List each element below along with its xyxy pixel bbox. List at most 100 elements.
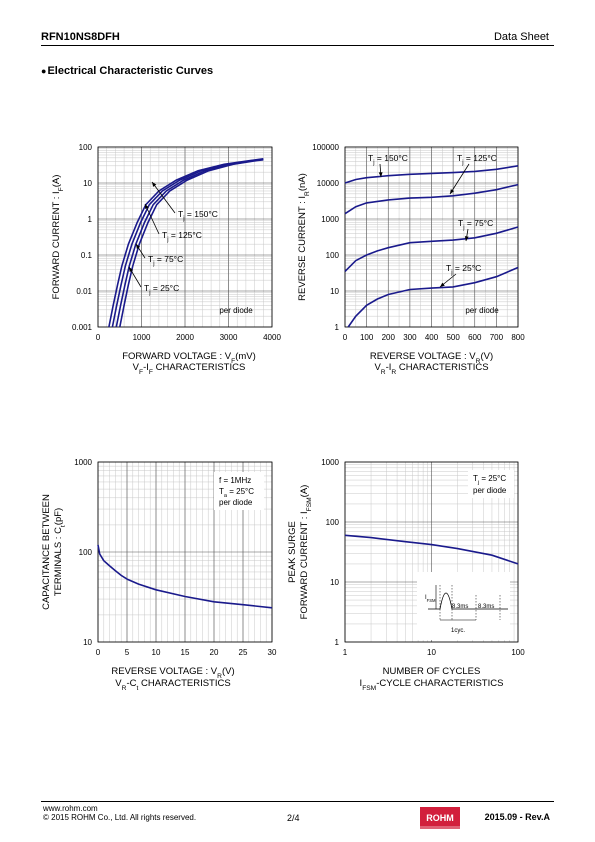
inset-cycle-label: 1cyc. <box>451 628 465 634</box>
y-tick-label: 100000 <box>312 143 339 152</box>
arrow-head <box>136 244 141 249</box>
waveform-inset: IFSM 8.3ms 8.3ms 1cyc. <box>417 572 510 640</box>
y-tick-label: 10 <box>83 179 92 188</box>
y-axis-label: FORWARD CURRENT : IF(A) <box>51 175 65 300</box>
series-label: Tj = 125°C <box>457 153 497 166</box>
series-label: Tj = 125°C <box>162 230 202 243</box>
y-tick-label: 1 <box>335 638 340 647</box>
per-diode-note: per diode <box>219 306 253 315</box>
y-tick-label: 10 <box>83 638 92 647</box>
x-tick-label: 0 <box>96 333 101 342</box>
annotation-per-diode: per diode <box>473 486 507 495</box>
page-number: 2/4 <box>287 813 300 823</box>
series-line-1 <box>344 165 519 184</box>
x-tick-label: 10 <box>152 648 161 657</box>
y-tick-label: 10 <box>330 287 339 296</box>
x-tick-label: 5 <box>125 648 130 657</box>
y-axis-label-line2: FORWARD CURRENT : IFSM(A) <box>299 485 313 620</box>
half-sine-wave <box>428 592 508 610</box>
y-tick-label: 100 <box>79 143 93 152</box>
x-tick-label: 20 <box>210 648 219 657</box>
arrow-head <box>378 172 383 177</box>
chart-vr-ct: 10 100 1000 0 5 10 15 20 25 30 CAPACITANCE BETWEEN… <box>41 458 277 692</box>
y-tick-label: 1 <box>88 215 93 224</box>
annotation-temperature: Tj = 25°C <box>473 474 506 486</box>
revision: 2015.09 - Rev.A <box>484 812 550 822</box>
x-tick-label: 400 <box>425 333 439 342</box>
y-axis-label-line1: PEAK SURGE <box>287 521 298 583</box>
chart-caption: VR-Ct CHARACTERISTICS <box>115 678 230 692</box>
chart-caption: IFSM-CYCLE CHARACTERISTICS <box>360 678 504 692</box>
y-axis-label-line1: CAPACITANCE BETWEEN <box>41 494 52 610</box>
header-rule <box>41 45 554 46</box>
y-tick-label: 10 <box>330 578 339 587</box>
x-axis-label: REVERSE VOLTAGE : VR(V) <box>111 666 234 680</box>
x-tick-label: 600 <box>468 333 482 342</box>
annotation-arrow <box>144 203 160 235</box>
y-tick-label: 100 <box>326 251 340 260</box>
chart-vr-ir: 1 10 100 1000 10000 100000 0 100 200 300 400 500 600… <box>297 143 525 376</box>
y-axis-label-line2: TERMINALS : Ct(pF) <box>53 508 67 596</box>
y-tick-label: 10000 <box>317 179 340 188</box>
series-label: Tj = 150°C <box>178 209 218 222</box>
y-tick-label: 1000 <box>321 458 339 467</box>
chart-ifsm-cycle: 1 10 100 1000 1 10 100 PEAK SURGE FORWARD CURREN… <box>287 458 525 692</box>
series-line-2 <box>344 183 519 215</box>
arrow-head <box>464 236 469 241</box>
x-axis-label: FORWARD VOLTAGE : VF(mV) <box>122 351 256 365</box>
arrow-head <box>152 182 157 187</box>
annotation-arrow <box>151 181 176 214</box>
x-tick-label: 4000 <box>263 333 281 342</box>
inset-t1-label: 8.3ms <box>452 604 468 610</box>
x-tick-label: 25 <box>239 648 248 657</box>
series-label: Tj = 150°C <box>368 153 408 166</box>
series-line-1 <box>97 544 273 609</box>
x-tick-label: 1 <box>343 648 348 657</box>
annotation-box <box>468 470 514 498</box>
arrow-head <box>450 189 455 194</box>
series-label: Tj = 75°C <box>148 254 183 267</box>
x-tick-label: 100 <box>360 333 374 342</box>
x-tick-label: 300 <box>403 333 417 342</box>
series-line-3 <box>344 226 519 272</box>
series-line-1 <box>344 534 519 565</box>
x-tick-label: 0 <box>343 333 348 342</box>
arrow-head <box>440 282 445 287</box>
x-tick-label: 200 <box>382 333 396 342</box>
y-tick-label: 0.001 <box>72 323 93 332</box>
y-axis-label: REVERSE CURRENT : IR(nA) <box>297 173 311 301</box>
part-number: RFN10NS8DFH <box>41 31 120 43</box>
per-diode-note: per diode <box>465 306 499 315</box>
footer-rule <box>41 801 554 802</box>
footer-url[interactable]: www.rohm.com <box>43 804 98 813</box>
chart-caption: VF-IF CHARACTERISTICS <box>133 362 246 376</box>
annotation-temperature: Ta = 25°C <box>219 487 254 499</box>
arrow-head <box>145 204 149 209</box>
rohm-logo: ROHM <box>420 807 460 829</box>
x-axis-label: NUMBER OF CYCLES <box>383 666 481 677</box>
series-label: Tj = 25°C <box>446 263 481 276</box>
series-label: Tj = 75°C <box>458 218 493 231</box>
y-tick-label: 1000 <box>74 458 92 467</box>
arrow-head <box>129 267 134 272</box>
x-tick-label: 3000 <box>220 333 238 342</box>
y-tick-label: 100 <box>326 518 340 527</box>
x-tick-label: 1000 <box>133 333 151 342</box>
x-tick-label: 500 <box>446 333 460 342</box>
bullet-icon: ● <box>41 66 47 76</box>
series-line-4 <box>119 159 264 328</box>
annotation-arrow <box>449 163 470 195</box>
annotation-box <box>214 472 264 510</box>
y-tick-label: 0.01 <box>76 287 92 296</box>
x-tick-label: 100 <box>511 648 525 657</box>
chart-caption: VR-IR CHARACTERISTICS <box>374 362 488 376</box>
series-label: Tj = 25°C <box>144 283 179 296</box>
x-tick-label: 700 <box>490 333 504 342</box>
y-tick-label: 0.1 <box>81 251 93 260</box>
x-axis-label: REVERSE VOLTAGE : VR(V) <box>370 351 493 365</box>
plot-frame <box>97 146 273 328</box>
y-tick-label: 100 <box>79 548 93 557</box>
y-tick-label: 1000 <box>321 215 339 224</box>
